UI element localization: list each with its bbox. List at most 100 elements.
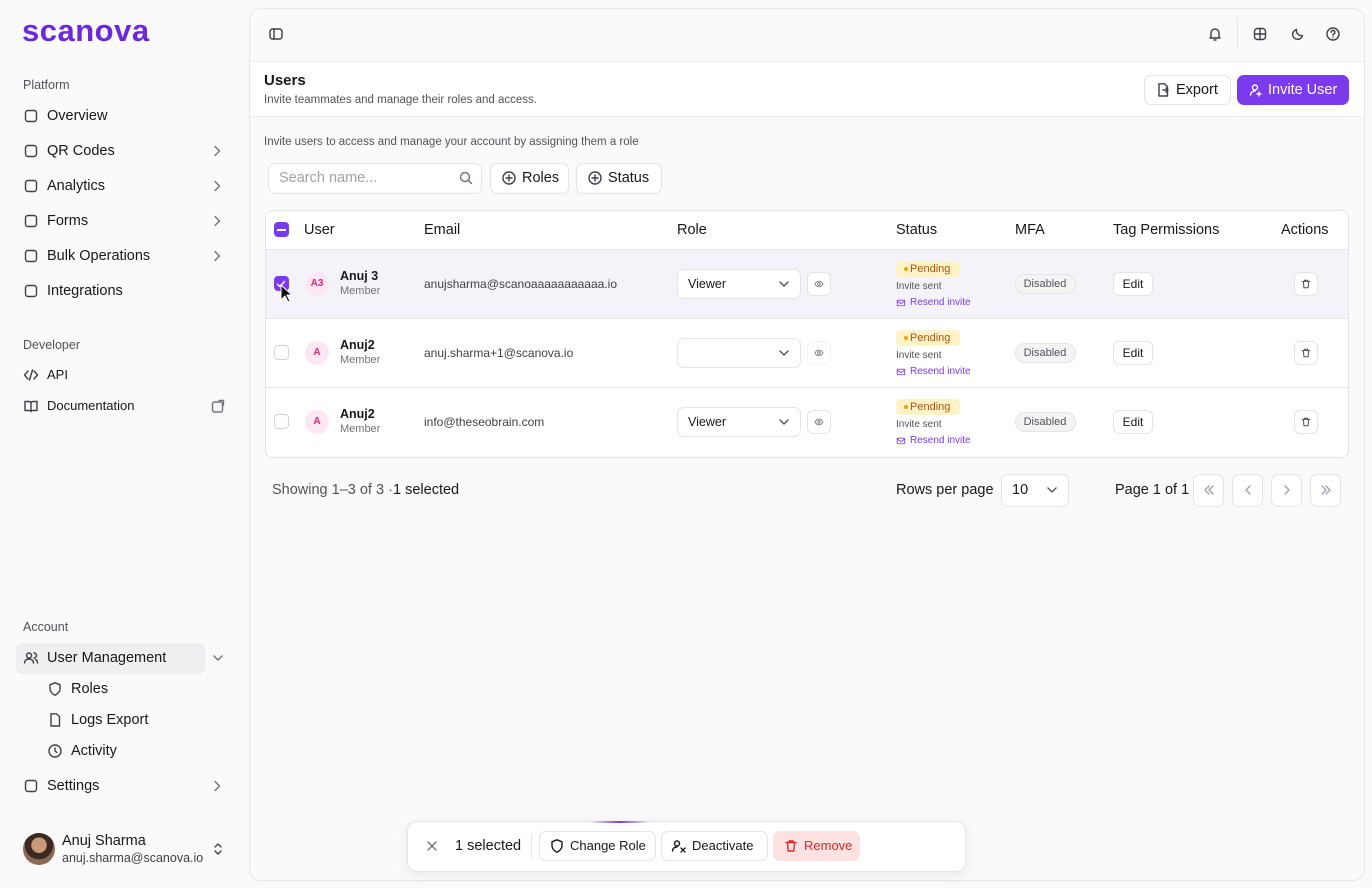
filter-label[interactable]: Status (608, 170, 650, 186)
status-badge (896, 330, 960, 346)
edit-label[interactable]: Edit (1122, 277, 1144, 291)
checkbox-dash (277, 229, 286, 231)
resend-link[interactable]: Resend invite (910, 297, 971, 308)
role-value[interactable]: Viewer (688, 415, 726, 429)
row-divider (266, 387, 1348, 388)
nav-icon (24, 144, 38, 158)
eye-icon (814, 280, 824, 288)
theme-icon (1291, 28, 1304, 41)
nav-item[interactable]: Documentation (47, 398, 135, 413)
view-role-button[interactable] (807, 410, 831, 434)
user-email: anuj.sharma@scanova.io (62, 851, 204, 865)
bulk-count: 1 selected (455, 838, 522, 854)
search-placeholder[interactable]: Search name... (279, 170, 378, 186)
filter-label[interactable]: Roles (522, 170, 560, 186)
mfa-badge (1015, 343, 1076, 363)
row-checkbox[interactable] (274, 414, 289, 429)
nav-item[interactable]: Settings (47, 778, 100, 794)
role-select[interactable] (677, 269, 801, 299)
column-header: Email (424, 222, 461, 238)
nav-icon (24, 249, 38, 263)
top-bar (250, 9, 1364, 62)
section-title: Platform (23, 78, 70, 92)
avatar (305, 410, 329, 434)
row-checkbox[interactable] (274, 345, 289, 360)
export-label[interactable]: Export (1176, 82, 1218, 98)
button-label[interactable]: Deactivate (692, 838, 754, 853)
page-nav-button[interactable] (1310, 474, 1341, 507)
nav-item[interactable]: QR Codes (47, 143, 115, 159)
page-nav-icon (1283, 485, 1290, 495)
page-subtitle: Invite teammates and manage their roles … (264, 94, 537, 106)
button-icon (671, 840, 686, 853)
column-header: User (304, 222, 335, 238)
row-checkbox[interactable] (274, 276, 289, 291)
sidebar-toggle (269, 28, 283, 40)
page-nav-button[interactable] (1232, 474, 1263, 507)
edit-label[interactable]: Edit (1122, 415, 1144, 429)
page-nav-button[interactable] (1271, 474, 1302, 507)
row-divider (266, 249, 1348, 250)
nav-item[interactable]: API (47, 367, 68, 382)
nav-icon (48, 744, 62, 758)
user-name: Anuj2 (340, 407, 375, 421)
mail-icon (896, 299, 906, 307)
resend-link[interactable]: Resend invite (910, 366, 971, 377)
search-icon (459, 171, 473, 185)
chevron (214, 180, 221, 192)
rows-per-page-label: Rows per page (896, 482, 994, 498)
nav-item[interactable]: Analytics (47, 178, 106, 194)
close-icon (427, 841, 437, 851)
change-role-button[interactable] (539, 831, 656, 861)
nav-icon (49, 682, 61, 696)
lang-icon (1253, 27, 1267, 41)
email: anujsharma@scanoaaaaaaaaaaa.io (424, 277, 617, 291)
nav-item[interactable]: Overview (47, 108, 108, 124)
nav-item[interactable]: Forms (47, 213, 89, 229)
nav-item[interactable]: User Management (47, 650, 167, 666)
button-label[interactable]: Change Role (570, 838, 646, 853)
nav-icon (24, 284, 38, 298)
rows-value[interactable]: 10 (1012, 482, 1029, 498)
eye-icon (814, 418, 824, 426)
avatar (23, 833, 55, 865)
external-icon (211, 399, 225, 413)
mfa-label: Disabled (1023, 347, 1067, 359)
nav-icon (24, 179, 38, 193)
email: info@theseobrain.com (424, 415, 545, 429)
rows-select[interactable] (1001, 474, 1069, 507)
view-role-button[interactable] (807, 341, 831, 365)
invite-label[interactable]: Invite User (1268, 82, 1338, 98)
column-header: Tag Permissions (1113, 222, 1220, 238)
resend-link[interactable]: Resend invite (910, 435, 971, 446)
nav-item[interactable]: Integrations (47, 283, 123, 299)
edit-button[interactable] (1113, 272, 1153, 296)
mail-icon (896, 437, 906, 445)
role-value[interactable]: Viewer (688, 277, 726, 291)
view-role-button[interactable] (807, 272, 831, 296)
delete-button[interactable] (1294, 410, 1318, 434)
nav-subitem[interactable]: Activity (71, 743, 117, 759)
button-label[interactable]: Remove (804, 838, 853, 853)
cursor (280, 284, 293, 303)
trash-icon (1301, 417, 1311, 427)
button-icon (785, 840, 797, 852)
filter-button[interactable] (576, 163, 662, 194)
delete-button[interactable] (1294, 272, 1318, 296)
edit-button[interactable] (1113, 410, 1153, 434)
nav-item[interactable]: Bulk Operations (47, 248, 151, 264)
section-title: Developer (23, 338, 80, 352)
nav-subitem[interactable]: Roles (71, 681, 109, 697)
eye-icon (814, 349, 824, 357)
status-label: Pending (910, 263, 951, 275)
search-input[interactable] (268, 163, 482, 194)
delete-button[interactable] (1294, 341, 1318, 365)
role-select[interactable] (677, 407, 801, 437)
edit-button[interactable] (1113, 341, 1153, 365)
button-icon (551, 839, 563, 853)
nav-subitem[interactable]: Logs Export (71, 712, 149, 728)
export-icon (1158, 83, 1169, 97)
role-select[interactable] (677, 338, 801, 368)
edit-label[interactable]: Edit (1122, 346, 1144, 360)
export-button[interactable] (1144, 75, 1231, 105)
